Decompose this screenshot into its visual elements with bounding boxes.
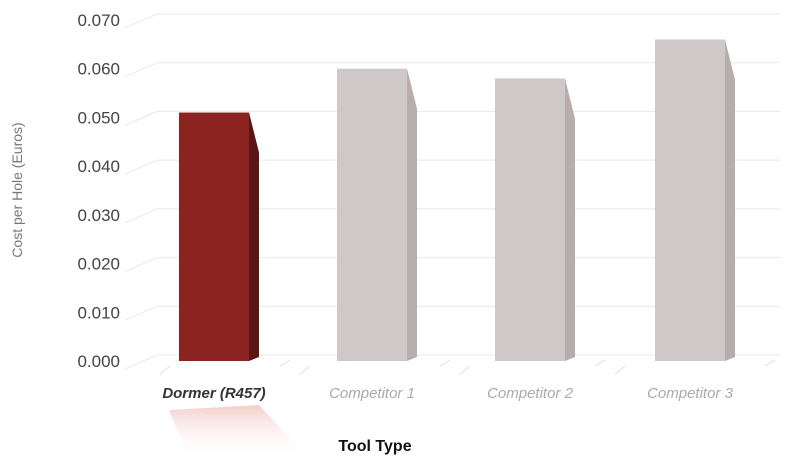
y-tick-label: 0.000 [77, 352, 120, 371]
bar-front [655, 39, 725, 361]
bar-front [495, 78, 565, 361]
y-axis-label: Cost per Hole (Euros) [9, 122, 25, 257]
bar-front [337, 68, 407, 361]
bar-side [407, 68, 417, 361]
x-axis-categories: Dormer (R457) Competitor 1 Competitor 2 Com… [162, 385, 733, 402]
floor-tick [159, 359, 291, 375]
y-tick-label: 0.050 [77, 108, 120, 127]
bar [495, 78, 575, 361]
bar-side [249, 112, 259, 361]
x-category-label: Competitor 3 [647, 385, 734, 402]
x-axis-label: Tool Type [338, 438, 411, 455]
y-tick-label: 0.010 [77, 303, 120, 322]
x-category-label: Dormer (R457) [162, 385, 265, 402]
y-tick-label: 0.020 [77, 255, 120, 274]
bar [337, 68, 417, 361]
bars [169, 39, 735, 459]
y-tick-label: 0.040 [77, 157, 120, 176]
grid-lines [124, 13, 780, 375]
bar-side [725, 39, 735, 361]
grid-line [124, 13, 780, 29]
bar-reflection [169, 405, 309, 459]
y-tick-label: 0.070 [77, 11, 120, 30]
floor-tick [299, 359, 451, 375]
y-tick-label: 0.060 [77, 60, 120, 79]
y-tick-label: 0.030 [77, 206, 120, 225]
floor-tick [614, 359, 776, 375]
floor-tick [459, 359, 606, 375]
bar [655, 39, 735, 361]
x-category-label: Competitor 1 [329, 385, 415, 402]
y-axis-ticks: 0.000 0.010 0.020 0.030 0.040 0.050 0.060 0.070 [77, 11, 120, 371]
bar [179, 112, 259, 361]
bar-front [179, 112, 249, 361]
bar-side [565, 78, 575, 361]
x-category-label: Competitor 2 [487, 385, 574, 402]
grid-line [124, 62, 780, 78]
